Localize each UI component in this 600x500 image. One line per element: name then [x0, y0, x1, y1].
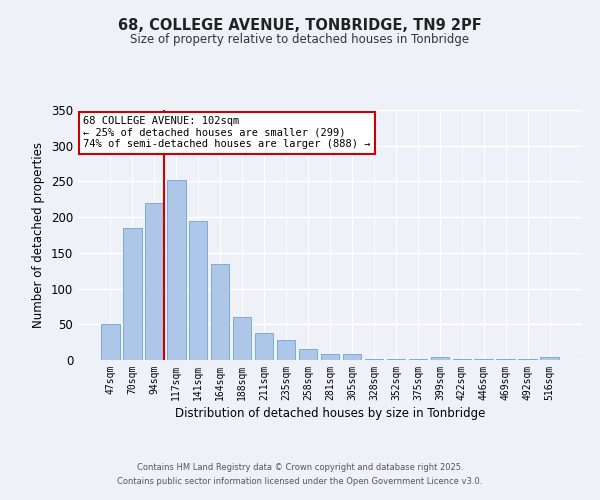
Text: 68 COLLEGE AVENUE: 102sqm
← 25% of detached houses are smaller (299)
74% of semi: 68 COLLEGE AVENUE: 102sqm ← 25% of detac… — [83, 116, 371, 150]
Bar — [431, 357, 449, 360]
Bar — [211, 264, 229, 360]
Bar — [386, 358, 405, 360]
Bar — [299, 348, 317, 360]
Bar — [541, 357, 559, 360]
Bar — [233, 317, 251, 360]
Bar — [167, 180, 185, 360]
Text: Contains HM Land Registry data © Crown copyright and database right 2025.: Contains HM Land Registry data © Crown c… — [137, 464, 463, 472]
Bar — [365, 358, 383, 360]
Bar — [123, 228, 142, 360]
Text: Contains public sector information licensed under the Open Government Licence v3: Contains public sector information licen… — [118, 477, 482, 486]
Bar — [145, 203, 164, 360]
Bar — [320, 354, 340, 360]
Bar — [277, 340, 295, 360]
Y-axis label: Number of detached properties: Number of detached properties — [32, 142, 46, 328]
Bar — [189, 220, 208, 360]
Bar — [255, 333, 274, 360]
Text: Size of property relative to detached houses in Tonbridge: Size of property relative to detached ho… — [130, 32, 470, 46]
X-axis label: Distribution of detached houses by size in Tonbridge: Distribution of detached houses by size … — [175, 407, 485, 420]
Bar — [343, 354, 361, 360]
Text: 68, COLLEGE AVENUE, TONBRIDGE, TN9 2PF: 68, COLLEGE AVENUE, TONBRIDGE, TN9 2PF — [118, 18, 482, 32]
Bar — [101, 324, 119, 360]
